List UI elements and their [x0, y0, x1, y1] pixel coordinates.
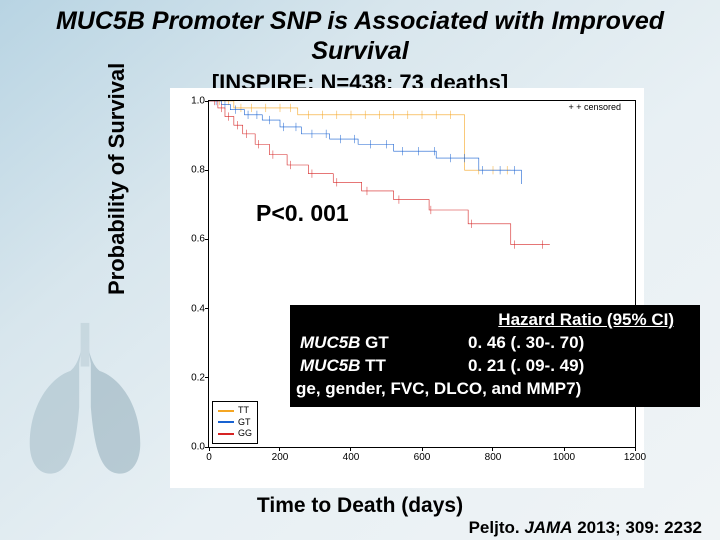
km-curve-TT: [209, 101, 511, 170]
y-tick: 0.2: [185, 372, 205, 383]
citation: Peljto. JAMA 2013; 309: 2232: [469, 518, 702, 538]
km-plot: + + censored TTGTGG 0.0 0.2 0.4 0.6 0.8 1.0 0 2…: [170, 88, 644, 488]
lung-decoration: [10, 320, 160, 480]
x-tick: 1000: [553, 452, 575, 463]
x-tick: 800: [485, 452, 502, 463]
y-tick: 1.0: [185, 96, 205, 107]
p-value: P<0. 001: [256, 200, 349, 227]
x-axis-label: Time to Death (days): [0, 494, 720, 518]
legend-item: GG: [218, 428, 252, 440]
x-tick: 400: [343, 452, 360, 463]
x-tick: 200: [272, 452, 289, 463]
x-tick: 0: [206, 452, 212, 463]
legend: TTGTGG: [212, 401, 258, 444]
y-axis-label: Probability of Survival: [104, 63, 130, 295]
slide-title: MUC5B Promoter SNP is Associated with Im…: [0, 0, 720, 68]
legend-item: GT: [218, 417, 252, 429]
x-tick: 600: [414, 452, 431, 463]
y-tick: 0.0: [185, 442, 205, 453]
x-tick: 1200: [624, 452, 646, 463]
censored-legend: + + censored: [568, 102, 621, 112]
y-tick: 0.8: [185, 165, 205, 176]
y-tick: 0.4: [185, 303, 205, 314]
legend-item: TT: [218, 405, 252, 417]
hr-row: MUC5B TT0. 21 (. 09-. 49): [296, 355, 694, 378]
hr-row: MUC5B GT0. 46 (. 30-. 70): [296, 332, 694, 355]
hr-header: Hazard Ratio (95% CI): [296, 309, 694, 332]
hr-adjust: ge, gender, FVC, DLCO, and MMP7): [296, 378, 694, 401]
y-tick: 0.6: [185, 234, 205, 245]
hazard-ratio-box: Hazard Ratio (95% CI) MUC5B GT0. 46 (. 3…: [290, 305, 700, 407]
